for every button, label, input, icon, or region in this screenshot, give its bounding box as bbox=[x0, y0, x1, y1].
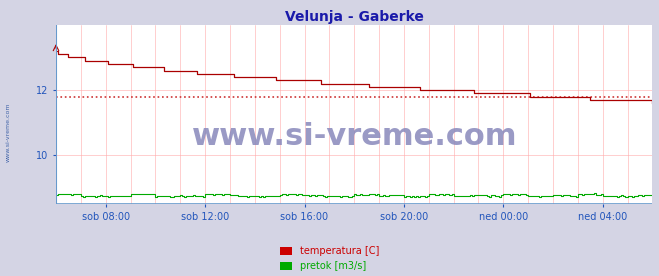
Title: Velunja - Gaberke: Velunja - Gaberke bbox=[285, 10, 424, 24]
Text: www.si-vreme.com: www.si-vreme.com bbox=[192, 121, 517, 151]
Text: www.si-vreme.com: www.si-vreme.com bbox=[5, 103, 11, 162]
Legend: temperatura [C], pretok [m3/s]: temperatura [C], pretok [m3/s] bbox=[280, 246, 379, 271]
